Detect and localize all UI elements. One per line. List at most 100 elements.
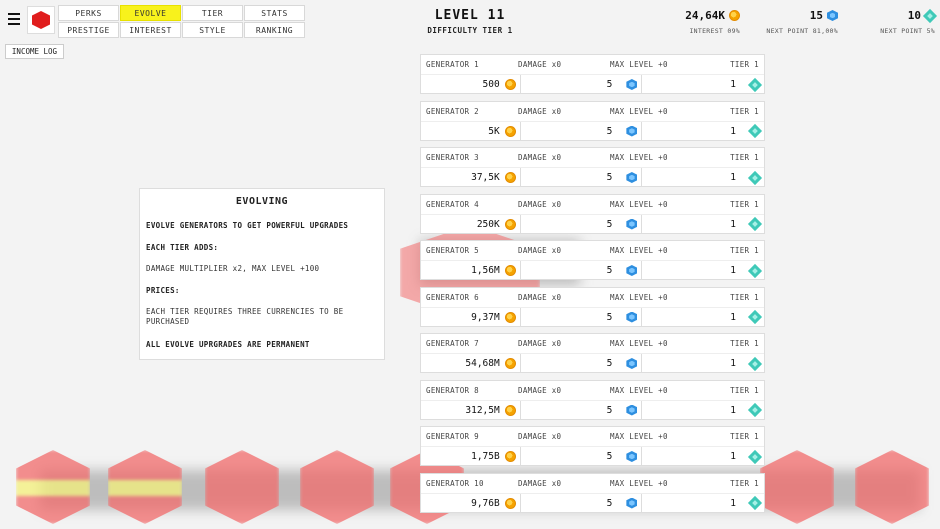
buy-with-coins-button[interactable]: 312,5M [421, 400, 521, 420]
gem-price: 5 [606, 79, 613, 90]
generator-tier: TIER 1 [730, 199, 759, 209]
buy-with-gems-button[interactable]: 5 [521, 168, 643, 187]
generator-card: GENERATOR 5 DAMAGE x0 MAX LEVEL +0 TIER … [420, 240, 765, 280]
menu-button[interactable] [5, 8, 23, 30]
generator-damage: DAMAGE x0 [518, 199, 562, 209]
buy-with-coins-button[interactable]: 500 [421, 75, 521, 94]
tab-ranking[interactable]: RANKING [244, 22, 305, 38]
tab-stats[interactable]: STATS [244, 5, 305, 21]
gem-stat: 15 NEXT POINT 81,00% [766, 9, 838, 35]
generator-damage: DAMAGE x0 [518, 339, 562, 348]
difficulty-label: DIFFICULTY TIER 1 [427, 26, 513, 35]
tab-perks[interactable]: PERKS [58, 5, 119, 21]
buy-with-gems-button[interactable]: 5 [521, 493, 643, 513]
generator-max-level: MAX LEVEL +0 [610, 432, 668, 441]
gem-icon [626, 125, 638, 137]
buy-with-coins-button[interactable]: 1,56M [421, 261, 521, 280]
diamond-balance: 10 [907, 9, 921, 22]
diamond-icon [747, 216, 763, 232]
buy-with-diamonds-button[interactable]: 1 [642, 122, 764, 141]
tab-prestige[interactable]: PRESTIGE [58, 22, 119, 38]
tab-style[interactable]: STYLE [182, 22, 243, 38]
generator-damage: DAMAGE x0 [518, 153, 562, 162]
buy-with-diamonds-button[interactable]: 1 [642, 261, 764, 280]
buy-with-diamonds-button[interactable]: 1 [642, 447, 764, 466]
generator-card: GENERATOR 1 DAMAGE x0 MAX LEVEL +0 TIER … [420, 54, 765, 94]
generator-tier: TIER 1 [730, 432, 759, 441]
gem-price: 5 [606, 358, 613, 369]
buy-with-coins-button[interactable]: 1,75B [421, 447, 521, 466]
gem-next-point: NEXT POINT 81,00% [766, 27, 838, 35]
buy-with-diamonds-button[interactable]: 1 [642, 168, 764, 187]
info-line: ALL EVOLVE UPRGRADES ARE PERMANENT [146, 340, 310, 349]
buy-with-gems-button[interactable]: 5 [521, 121, 643, 141]
diamond-price: 1 [730, 497, 736, 509]
info-title: EVOLVING [235, 196, 289, 207]
coin-price: 500 [482, 79, 500, 90]
diamond-icon [747, 449, 763, 464]
buy-with-coins-button[interactable]: 5K [421, 121, 521, 141]
gem-balance: 15 [809, 9, 823, 22]
generator-name: GENERATOR 5 [426, 246, 479, 255]
generator-damage: DAMAGE x0 [518, 106, 562, 116]
level-title: LEVEL 11 [434, 8, 506, 23]
info-line: EVOLVE GENERATORS TO GET POWERFUL UPGRAD… [146, 221, 349, 230]
generator-damage: DAMAGE x0 [518, 478, 562, 488]
coin-price: 5K [488, 125, 500, 137]
generator-list: GENERATOR 1 DAMAGE x0 MAX LEVEL +0 TIER … [420, 54, 765, 519]
buy-with-gems-button[interactable]: 5 [521, 214, 643, 234]
generator-name: GENERATOR 2 [426, 106, 479, 116]
buy-with-diamonds-button[interactable]: 1 [642, 215, 764, 234]
generator-tier: TIER 1 [730, 478, 759, 488]
buy-with-gems-button[interactable]: 5 [521, 75, 643, 94]
generator-name: GENERATOR 3 [426, 153, 479, 162]
gem-icon [626, 358, 638, 369]
buy-with-coins-button[interactable]: 250K [421, 214, 521, 234]
generator-card: GENERATOR 2 DAMAGE x0 MAX LEVEL +0 TIER … [420, 100, 765, 141]
generator-card: GENERATOR 7 DAMAGE x0 MAX LEVEL +0 TIER … [420, 333, 765, 373]
coin-icon [504, 404, 516, 416]
buy-with-coins-button[interactable]: 9,76B [421, 493, 521, 513]
buy-with-coins-button[interactable]: 54,68M [421, 354, 521, 373]
buy-with-diamonds-button[interactable]: 1 [642, 401, 764, 420]
buy-with-gems-button[interactable]: 5 [521, 400, 643, 420]
coin-icon [504, 311, 516, 323]
generator-name: GENERATOR 7 [426, 339, 479, 348]
tab-interest[interactable]: INTEREST [120, 22, 181, 38]
buy-with-gems-button[interactable]: 5 [521, 261, 643, 280]
tab-evolve[interactable]: EVOLVE [120, 5, 181, 21]
generator-card: GENERATOR 8 DAMAGE x0 MAX LEVEL +0 TIER … [420, 379, 765, 420]
buy-with-gems-button[interactable]: 5 [521, 354, 643, 373]
coin-icon [504, 125, 516, 137]
diamond-icon [747, 495, 763, 511]
buy-with-diamonds-button[interactable]: 1 [642, 75, 764, 94]
generator-card: GENERATOR 10 DAMAGE x0 MAX LEVEL +0 TIER… [420, 472, 765, 513]
gem-icon [626, 218, 638, 230]
enemy-block [16, 450, 90, 524]
evolving-info-panel: EVOLVING EVOLVE GENERATORS TO GET POWERF… [139, 188, 385, 360]
generator-name: GENERATOR 10 [426, 478, 484, 488]
diamond-price: 1 [730, 172, 736, 183]
income-log-button[interactable]: INCOME LOG [5, 44, 64, 59]
buy-with-gems-button[interactable]: 5 [521, 447, 643, 466]
buy-with-diamonds-button[interactable]: 1 [642, 308, 764, 327]
tab-tier[interactable]: TIER [182, 5, 243, 21]
enemy-block [760, 450, 834, 524]
gem-icon [827, 10, 838, 21]
buy-with-diamonds-button[interactable]: 1 [642, 354, 764, 373]
coin-price: 9,37M [471, 311, 500, 323]
generator-damage: DAMAGE x0 [518, 246, 562, 255]
info-line: EACH TIER REQUIRES THREE CURRENCIES TO B… [146, 307, 344, 326]
buy-with-diamonds-button[interactable]: 1 [642, 494, 764, 513]
generator-damage: DAMAGE x0 [518, 385, 562, 395]
buy-with-gems-button[interactable]: 5 [521, 307, 643, 327]
coin-icon [504, 497, 516, 509]
buy-with-coins-button[interactable]: 9,37M [421, 307, 521, 327]
diamond-price: 1 [730, 311, 736, 323]
diamond-price: 1 [730, 451, 736, 462]
coin-icon [504, 451, 516, 462]
generator-damage: DAMAGE x0 [518, 292, 562, 302]
generator-name: GENERATOR 1 [426, 60, 479, 69]
buy-with-coins-button[interactable]: 37,5K [421, 168, 521, 187]
generator-tier: TIER 1 [730, 153, 759, 162]
